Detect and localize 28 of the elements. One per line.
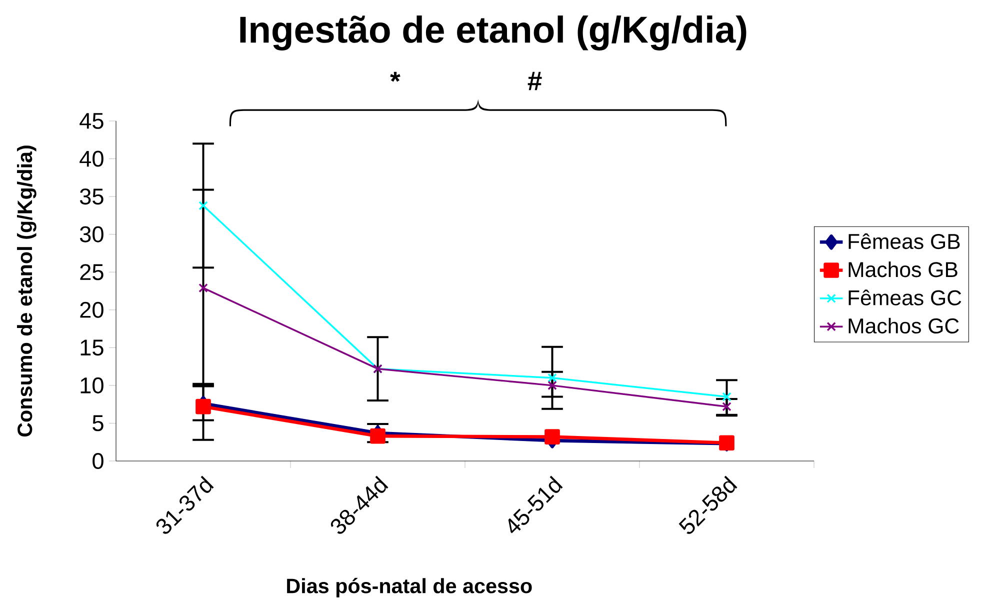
point (198, 283, 208, 293)
x-axis-title: Dias pós-natal de acesso (287, 578, 532, 598)
legend-label: Machos GC (848, 318, 959, 334)
point (548, 373, 557, 383)
y-tick-label: 45 (80, 113, 104, 129)
text: # (528, 72, 542, 90)
point (722, 392, 732, 402)
y-tick-label: 5 (92, 415, 104, 432)
point (196, 398, 211, 414)
y-tick-label: 10 (80, 377, 104, 394)
point (548, 380, 557, 390)
text: * (390, 72, 400, 82)
legend-label: Fêmeas GC (848, 290, 962, 306)
y-tick-label: 0 (92, 452, 104, 470)
y-tick-label: 20 (80, 302, 104, 318)
y-tick-label: 40 (80, 150, 104, 167)
y-tick-label: 35 (80, 188, 104, 205)
point (722, 402, 732, 412)
point (544, 429, 560, 444)
chart-title: Ingestão de etanol (g/Kg/dia) (240, 16, 746, 50)
y-tick-label: 25 (80, 264, 104, 280)
legend-label: Machos GB (848, 262, 958, 278)
y-tick-label: 15 (80, 340, 104, 356)
y-axis-title: Consumo de etanol (g/Kg/dia) (17, 146, 36, 437)
point (370, 428, 386, 444)
legend-label: Fêmeas GB (848, 233, 960, 250)
y-tick-label: 30 (80, 226, 104, 242)
point (198, 200, 208, 210)
